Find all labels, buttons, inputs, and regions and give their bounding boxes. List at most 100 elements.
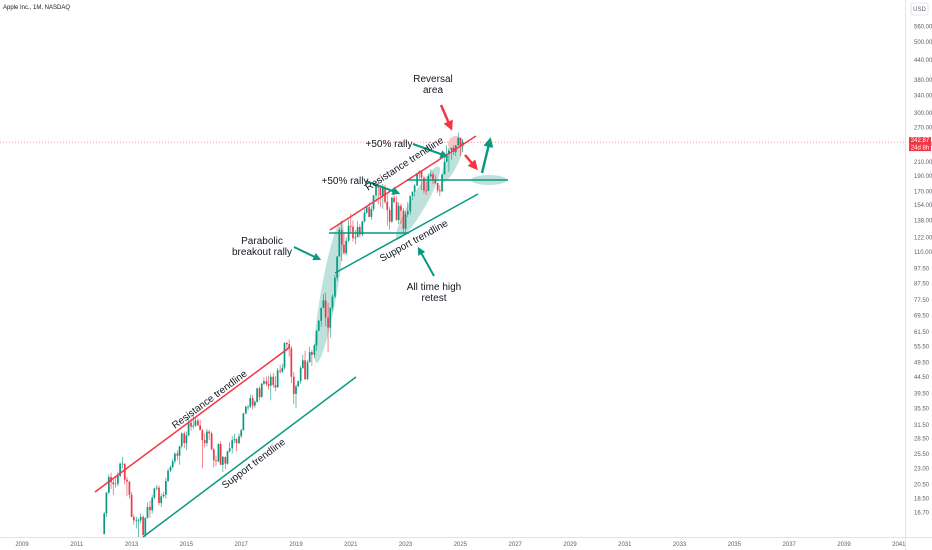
candle-up	[217, 444, 220, 462]
candle-up	[269, 376, 272, 386]
candle-up	[114, 483, 117, 485]
y-tick-label: 39.50	[914, 392, 930, 398]
candle-up	[144, 517, 147, 536]
candle-up	[457, 137, 460, 146]
candle-up	[192, 425, 195, 427]
candle-down	[128, 481, 131, 495]
candle-up	[256, 388, 258, 402]
candle-down	[279, 370, 281, 372]
candle-down	[212, 449, 215, 461]
candle-up	[308, 352, 311, 363]
candle-up	[171, 461, 174, 468]
candle-up	[103, 513, 106, 535]
candle-up	[445, 154, 448, 162]
y-tick-label: 97.50	[914, 266, 930, 272]
candle-down	[340, 229, 343, 245]
y-tick-label: 55.50	[914, 344, 930, 350]
candle-down	[395, 202, 398, 221]
y-tick-label: 16.70	[914, 511, 930, 517]
candles[interactable]	[103, 132, 464, 537]
y-tick-label: 122.00	[914, 235, 932, 241]
candle-down	[423, 177, 425, 191]
x-tick-label: 2033	[673, 542, 687, 548]
candle-up	[354, 237, 357, 239]
x-tick-label: 2015	[180, 542, 194, 548]
candle-up	[413, 185, 416, 192]
candle-down	[439, 190, 441, 192]
candle-down	[436, 182, 439, 191]
last-price-tag-text: 242.87	[911, 138, 930, 144]
candle-down	[203, 440, 206, 444]
candle-up	[441, 174, 443, 192]
y-tick-label: 170.00	[914, 189, 932, 195]
candle-down	[126, 479, 128, 482]
y-axis-ticks[interactable]: 16.70 18.50 20.50 23.00 25.50 28.50 31.50 35.50…	[914, 24, 932, 516]
candle-down	[267, 384, 270, 386]
candle-up	[167, 470, 169, 481]
candle-down	[343, 244, 345, 254]
candle-up	[105, 492, 108, 514]
candle-up	[245, 406, 247, 414]
x-tick-label: 2025	[454, 542, 468, 548]
x-tick-label: 2013	[125, 542, 139, 548]
x-tick-label: 2021	[344, 542, 358, 548]
candle-down	[149, 506, 151, 511]
candle-up	[135, 520, 138, 522]
candle-up	[295, 386, 297, 394]
candle-up	[283, 342, 286, 368]
candle-up	[322, 300, 325, 308]
x-axis-ticks[interactable]: 2009 2011 2013 2015 2017 2019 2021 2023 2025 2027…	[15, 542, 906, 548]
currency-button[interactable]	[910, 2, 929, 16]
candle-down	[388, 209, 391, 222]
y-tick-label: 340.00	[914, 94, 932, 100]
y-tick-label: 270.00	[914, 125, 932, 131]
y-tick-label: 380.00	[914, 78, 932, 84]
rally-label-b: +50% rally	[366, 139, 413, 150]
parabolic-arrow	[293, 246, 322, 261]
y-tick-label: 61.50	[914, 330, 930, 336]
candle-down	[286, 342, 288, 345]
candle-up	[329, 307, 332, 328]
candle-up	[263, 381, 265, 384]
resistance-trendline-lower[interactable]	[94, 346, 291, 493]
resistance-trendline-upper[interactable]	[329, 135, 477, 231]
candle-down	[272, 376, 275, 386]
y-tick-label: 35.50	[914, 406, 930, 412]
candle-up	[233, 439, 236, 441]
candle-up	[320, 307, 323, 321]
y-tick-label: 500.00	[914, 40, 932, 46]
candle-up	[404, 214, 407, 229]
x-tick-label: 2027	[509, 542, 523, 548]
y-tick-label: 20.50	[914, 482, 930, 488]
candle-down	[425, 190, 427, 192]
y-tick-label: 25.50	[914, 452, 930, 458]
parabolic-label-line1: Parabolic	[241, 236, 283, 247]
candle-up	[153, 488, 156, 498]
candle-down	[420, 171, 423, 178]
symbol-title: Apple Inc., 1M, NASDAQ	[3, 5, 70, 11]
candle-down	[386, 201, 389, 210]
candle-up	[397, 205, 400, 221]
candle-down	[201, 430, 204, 441]
y-tick-label: 300.00	[914, 111, 932, 117]
plot-area[interactable]	[0, 0, 905, 537]
x-tick-label: 2031	[618, 542, 632, 548]
candle-up	[331, 296, 334, 308]
candle-up	[260, 383, 263, 398]
x-tick-label: 2039	[837, 542, 851, 548]
candle-up	[299, 367, 302, 382]
candle-down	[251, 398, 254, 406]
y-tick-label: 210.00	[914, 160, 932, 166]
candle-down	[112, 482, 115, 485]
x-tick-label: 2023	[399, 542, 413, 548]
candle-up	[187, 422, 190, 436]
candle-up	[361, 221, 364, 235]
candle-down	[208, 431, 210, 434]
candle-up	[254, 401, 256, 406]
support-trendline-lower[interactable]	[142, 376, 357, 538]
last-price-tag[interactable]	[909, 137, 931, 145]
y-tick-label: 440.00	[914, 58, 932, 64]
candle-up	[306, 362, 309, 380]
